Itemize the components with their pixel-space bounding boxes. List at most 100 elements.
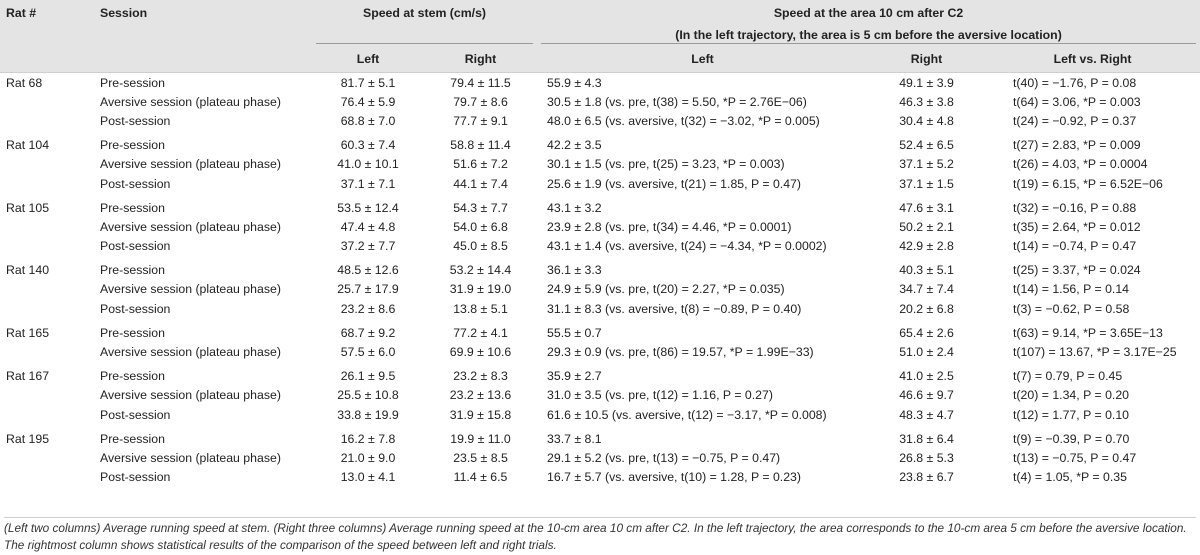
stem-right-cell: 23.2 ± 8.3 <box>453 369 508 384</box>
stem-right-cell: 53.2 ± 14.4 <box>449 263 512 278</box>
session-cell: Aversive session (plateau phase) <box>100 345 281 360</box>
rat-cell <box>0 155 94 174</box>
area-right-cell: 52.4 ± 6.5 <box>899 138 954 153</box>
area-left-cell: 42.2 ± 3.5 <box>547 138 602 153</box>
table-row: Post-session 68.8 ± 7.0 77.7 ± 9.1 48.0 ± 6… <box>0 111 1200 130</box>
stem-left-cell: 48.5 ± 12.6 <box>337 263 399 278</box>
stem-right-cell: 19.9 ± 11.0 <box>450 431 511 446</box>
left-vs-right-cell: t(3) = −0.62, P = 0.58 <box>1013 301 1130 316</box>
area-right-cell: 46.6 ± 9.7 <box>899 388 954 403</box>
stem-left-cell: 16.2 ± 7.8 <box>340 431 396 446</box>
session-cell: Aversive session (plateau phase) <box>100 282 281 297</box>
left-vs-right-cell: t(19) = 6.15, *P = 6.52E−06 <box>1013 176 1163 191</box>
session-cell: Aversive session (plateau phase) <box>100 388 281 403</box>
stem-right-cell: 54.0 ± 6.8 <box>453 219 508 234</box>
stem-right-cell: 58.8 ± 11.4 <box>450 138 511 153</box>
table-row: Post-session 23.2 ± 8.6 13.8 ± 5.1 31.1 ± 8… <box>0 299 1200 318</box>
table-row: Rat 167 Pre-session 26.1 ± 9.5 23.2 ± 8.3 35… <box>0 362 1200 386</box>
area-right-cell: 51.0 ± 2.4 <box>899 345 954 360</box>
session-cell: Pre-session <box>100 138 165 153</box>
area-right-cell: 26.8 ± 5.3 <box>899 450 954 465</box>
stem-left-cell: 41.0 ± 10.1 <box>337 157 399 172</box>
left-vs-right-cell: t(107) = 13.67, *P = 3.17E−25 <box>1013 345 1177 360</box>
stem-right-cell: 31.9 ± 19.0 <box>449 282 512 297</box>
rat-cell <box>0 174 94 193</box>
area-left-cell: 30.1 ± 1.5 (vs. pre, t(25) = 3.23, *P = … <box>547 157 785 172</box>
session-cell: Pre-session <box>100 369 165 384</box>
header-stem-right: Right <box>464 52 497 66</box>
rat-cell: Rat 195 <box>6 431 50 446</box>
table-row: Rat 195 Pre-session 16.2 ± 7.8 19.9 ± 11.0 3… <box>0 424 1200 448</box>
area-left-cell: 48.0 ± 6.5 (vs. aversive, t(32) = −3.02,… <box>547 113 820 128</box>
rat-cell <box>0 217 94 236</box>
table-row: Post-session 37.2 ± 7.7 45.0 ± 8.5 43.1 ± 1… <box>0 237 1200 256</box>
table-row: Rat 68 Pre-session 81.7 ± 5.1 79.4 ± 11.5 55… <box>0 73 1200 93</box>
area-left-cell: 43.1 ± 1.4 (vs. aversive, t(24) = −4.34,… <box>547 239 827 254</box>
session-cell: Pre-session <box>100 431 165 446</box>
area-right-cell: 47.6 ± 3.1 <box>899 200 954 215</box>
rat-cell: Rat 104 <box>6 138 50 153</box>
left-vs-right-cell: t(27) = 2.83, *P = 0.009 <box>1013 138 1141 153</box>
stem-left-cell: 68.7 ± 9.2 <box>340 325 396 340</box>
header-session: Session <box>100 6 148 20</box>
table-caption: (Left two columns) Average running speed… <box>4 517 1196 554</box>
rat-cell <box>0 237 94 256</box>
left-vs-right-cell: t(64) = 3.06, *P = 0.003 <box>1013 94 1141 109</box>
table-row: Post-session 33.8 ± 19.9 31.9 ± 15.8 61.6 ±… <box>0 405 1200 424</box>
left-vs-right-cell: t(35) = 2.64, *P = 0.012 <box>1013 219 1141 234</box>
rat-cell <box>0 111 94 130</box>
table-row: Aversive session (plateau phase) 21.0 ± 9… <box>0 448 1200 467</box>
area-right-cell: 37.1 ± 1.5 <box>899 176 954 191</box>
area-left-cell: 29.1 ± 5.2 (vs. pre, t(13) = −0.75, P = … <box>547 450 781 465</box>
area-right-cell: 48.3 ± 4.7 <box>899 407 954 422</box>
session-cell: Aversive session (plateau phase) <box>100 94 281 109</box>
area-right-cell: 50.2 ± 2.1 <box>899 219 954 234</box>
area-right-cell: 49.1 ± 3.9 <box>899 75 954 90</box>
area-left-cell: 16.7 ± 5.7 (vs. aversive, t(10) = 1.28, … <box>547 470 801 485</box>
area-right-cell: 31.8 ± 6.4 <box>899 431 954 446</box>
rat-cell <box>0 468 94 487</box>
rat-cell <box>0 299 94 318</box>
left-vs-right-cell: t(26) = 4.03, *P = 0.0004 <box>1013 157 1148 172</box>
area-right-cell: 41.0 ± 2.5 <box>899 369 954 384</box>
header-area-group-line1: Speed at the area 10 cm after C2 <box>773 6 964 20</box>
header-area-group-line2: (In the left trajectory, the area is 5 c… <box>537 26 1200 46</box>
area-right-cell: 42.9 ± 2.8 <box>899 239 954 254</box>
area-right-cell: 34.7 ± 7.4 <box>899 282 954 297</box>
area-right-cell: 40.3 ± 5.1 <box>899 263 954 278</box>
speed-table: Rat # Session Speed at stem (cm/s) Speed… <box>0 0 1200 487</box>
stem-right-cell: 44.1 ± 7.4 <box>453 176 508 191</box>
left-vs-right-cell: t(24) = −0.92, P = 0.37 <box>1013 113 1137 128</box>
stem-right-cell: 77.7 ± 9.1 <box>453 113 508 128</box>
session-cell: Post-session <box>100 113 171 128</box>
table-row: Rat 165 Pre-session 68.7 ± 9.2 77.2 ± 4.1 55… <box>0 318 1200 342</box>
left-vs-right-cell: t(40) = −1.76, P = 0.08 <box>1013 75 1137 90</box>
stem-left-cell: 33.8 ± 19.9 <box>337 407 399 422</box>
header-stem-left: Left <box>356 52 380 66</box>
table-row: Aversive session (plateau phase) 41.0 ± 1… <box>0 155 1200 174</box>
header-area-left: Left <box>691 52 714 66</box>
area-right-cell: 23.8 ± 6.7 <box>899 470 954 485</box>
stem-right-cell: 69.9 ± 10.6 <box>449 345 512 360</box>
rat-cell: Rat 140 <box>6 263 50 278</box>
rat-cell: Rat 167 <box>6 369 50 384</box>
left-vs-right-cell: t(14) = 1.56, P = 0.14 <box>1013 282 1130 297</box>
stem-right-cell: 23.5 ± 8.5 <box>453 450 508 465</box>
stem-left-cell: 13.0 ± 4.1 <box>340 470 396 485</box>
stem-left-cell: 21.0 ± 9.0 <box>340 450 396 465</box>
session-cell: Aversive session (plateau phase) <box>100 157 281 172</box>
stem-left-cell: 25.7 ± 17.9 <box>337 282 399 297</box>
area-right-cell: 20.2 ± 6.8 <box>899 301 954 316</box>
stem-left-cell: 53.5 ± 12.4 <box>337 200 399 215</box>
rat-cell <box>0 280 94 299</box>
area-right-cell: 65.4 ± 2.6 <box>899 325 954 340</box>
table-row: Rat 140 Pre-session 48.5 ± 12.6 53.2 ± 14.4… <box>0 256 1200 280</box>
area-left-cell: 31.1 ± 8.3 (vs. aversive, t(8) = −0.89, … <box>547 301 802 316</box>
area-left-cell: 43.1 ± 3.2 <box>547 200 602 215</box>
area-left-cell: 33.7 ± 8.1 <box>547 431 602 446</box>
stem-left-cell: 37.2 ± 7.7 <box>340 239 396 254</box>
rat-cell <box>0 386 94 405</box>
stem-left-cell: 57.5 ± 6.0 <box>340 345 396 360</box>
table-row: Rat 104 Pre-session 60.3 ± 7.4 58.8 ± 11.4 4… <box>0 131 1200 155</box>
